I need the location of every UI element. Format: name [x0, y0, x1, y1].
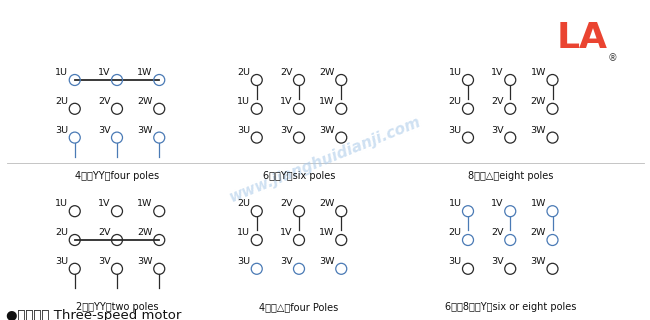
- Text: 1U: 1U: [55, 199, 68, 208]
- Text: 1U: 1U: [448, 199, 461, 208]
- Text: 1W: 1W: [530, 199, 546, 208]
- Text: 1V: 1V: [280, 228, 292, 237]
- Text: 2V: 2V: [491, 97, 504, 106]
- Text: 1V: 1V: [98, 68, 110, 77]
- Text: 2V: 2V: [280, 199, 292, 208]
- Text: 2U: 2U: [448, 228, 461, 237]
- Text: 3W: 3W: [530, 257, 546, 266]
- Text: 2U: 2U: [237, 68, 250, 77]
- Text: 1V: 1V: [491, 68, 504, 77]
- Text: LA: LA: [556, 21, 607, 55]
- Text: 3V: 3V: [280, 126, 292, 135]
- Text: 3V: 3V: [98, 257, 110, 266]
- Text: 2极（YY）two poles: 2极（YY）two poles: [76, 302, 158, 312]
- Text: 4极（YY）four poles: 4极（YY）four poles: [75, 171, 159, 180]
- Text: 2V: 2V: [98, 228, 110, 237]
- Text: 2V: 2V: [280, 68, 292, 77]
- Text: 2U: 2U: [237, 199, 250, 208]
- Text: 3V: 3V: [491, 126, 504, 135]
- Text: 1U: 1U: [55, 68, 68, 77]
- Text: 3W: 3W: [137, 257, 153, 266]
- Text: 1V: 1V: [491, 199, 504, 208]
- Text: 1U: 1U: [237, 228, 250, 237]
- Text: 2W: 2W: [137, 228, 153, 237]
- Text: 2W: 2W: [530, 228, 546, 237]
- Text: 3W: 3W: [319, 126, 335, 135]
- Text: 3U: 3U: [237, 257, 250, 266]
- Text: 2W: 2W: [137, 97, 153, 106]
- Text: 2U: 2U: [55, 97, 68, 106]
- Text: ®: ®: [608, 52, 617, 63]
- Text: 3W: 3W: [530, 126, 546, 135]
- Text: 1W: 1W: [530, 68, 546, 77]
- Text: 3W: 3W: [137, 126, 153, 135]
- Text: 2W: 2W: [319, 199, 335, 208]
- Text: 3U: 3U: [55, 126, 68, 135]
- Text: 8极（△）eight poles: 8极（△）eight poles: [467, 171, 553, 180]
- Text: 1U: 1U: [448, 68, 461, 77]
- Text: 1W: 1W: [137, 199, 153, 208]
- Text: 2W: 2W: [530, 97, 546, 106]
- Text: 1W: 1W: [137, 68, 153, 77]
- Text: 1V: 1V: [98, 199, 110, 208]
- Text: 2W: 2W: [319, 68, 335, 77]
- Text: 3U: 3U: [448, 257, 461, 266]
- Text: 6极（Y）six poles: 6极（Y）six poles: [263, 171, 335, 180]
- Text: 4极（△）four Poles: 4极（△）four Poles: [259, 302, 339, 312]
- Text: 3U: 3U: [237, 126, 250, 135]
- Text: 1V: 1V: [280, 97, 292, 106]
- Text: 6极扨8极（Y）six or eight poles: 6极扨8极（Y）six or eight poles: [445, 302, 576, 312]
- Text: 3V: 3V: [98, 126, 110, 135]
- Text: www.jianghuidianji.com: www.jianghuidianji.com: [227, 115, 423, 205]
- Text: 1W: 1W: [319, 97, 335, 106]
- Text: 2V: 2V: [491, 228, 504, 237]
- Text: 3U: 3U: [448, 126, 461, 135]
- Text: 1U: 1U: [237, 97, 250, 106]
- Text: 3U: 3U: [55, 257, 68, 266]
- Text: 3W: 3W: [319, 257, 335, 266]
- Text: 2V: 2V: [98, 97, 110, 106]
- Text: 3V: 3V: [280, 257, 292, 266]
- Text: 2U: 2U: [448, 97, 461, 106]
- Text: 3V: 3V: [491, 257, 504, 266]
- Text: 2U: 2U: [55, 228, 68, 237]
- Text: ●三速电机 Three-speed motor: ●三速电机 Three-speed motor: [6, 309, 182, 320]
- Text: 1W: 1W: [319, 228, 335, 237]
